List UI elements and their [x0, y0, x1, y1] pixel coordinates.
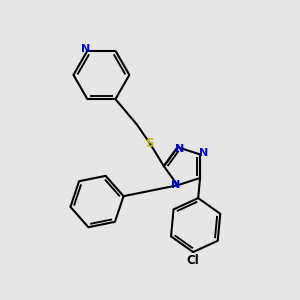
Text: N: N [81, 44, 90, 54]
Text: N: N [176, 144, 185, 154]
Text: N: N [171, 180, 180, 190]
Text: Cl: Cl [187, 254, 200, 267]
Text: S: S [146, 137, 154, 150]
Text: N: N [199, 148, 208, 158]
